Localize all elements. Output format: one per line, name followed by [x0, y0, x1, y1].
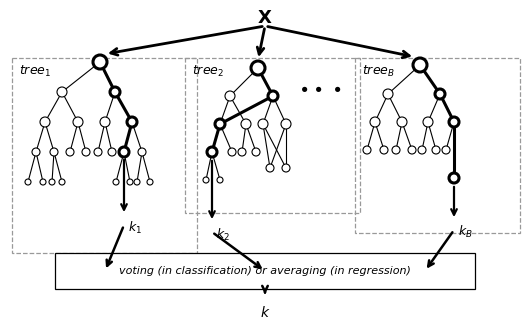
- Text: $tree_B$: $tree_B$: [362, 64, 395, 79]
- Circle shape: [119, 147, 129, 157]
- Text: $tree_2$: $tree_2$: [192, 64, 224, 79]
- Circle shape: [215, 119, 225, 129]
- Text: $k_2$: $k_2$: [216, 227, 230, 243]
- Circle shape: [241, 119, 251, 129]
- Circle shape: [252, 148, 260, 156]
- Bar: [355, 58, 520, 233]
- Circle shape: [203, 177, 209, 183]
- Circle shape: [449, 117, 459, 127]
- Circle shape: [432, 146, 440, 154]
- Circle shape: [207, 147, 217, 157]
- Circle shape: [266, 164, 274, 172]
- Text: $k_B$: $k_B$: [458, 224, 473, 240]
- Circle shape: [418, 146, 426, 154]
- Text: $\mathbf{X}$: $\mathbf{X}$: [257, 9, 273, 27]
- Circle shape: [59, 179, 65, 185]
- Circle shape: [110, 87, 120, 97]
- Bar: [185, 58, 360, 213]
- Circle shape: [113, 179, 119, 185]
- Circle shape: [40, 179, 46, 185]
- Circle shape: [251, 61, 265, 75]
- Circle shape: [134, 179, 140, 185]
- Text: $\bullet\bullet\bullet$: $\bullet\bullet\bullet$: [298, 79, 341, 97]
- Text: $tree_1$: $tree_1$: [19, 64, 51, 79]
- Text: $k$: $k$: [260, 305, 270, 320]
- Circle shape: [127, 117, 137, 127]
- Circle shape: [258, 119, 268, 129]
- Circle shape: [127, 179, 133, 185]
- Circle shape: [217, 177, 223, 183]
- Bar: [55, 253, 475, 289]
- Circle shape: [282, 164, 290, 172]
- Circle shape: [49, 179, 55, 185]
- Circle shape: [363, 146, 371, 154]
- Circle shape: [442, 146, 450, 154]
- Circle shape: [66, 148, 74, 156]
- Circle shape: [40, 117, 50, 127]
- Circle shape: [138, 148, 146, 156]
- Circle shape: [108, 148, 116, 156]
- Circle shape: [435, 89, 445, 99]
- Circle shape: [82, 148, 90, 156]
- Circle shape: [25, 179, 31, 185]
- Circle shape: [392, 146, 400, 154]
- Circle shape: [32, 148, 40, 156]
- Text: voting (in classification) or averaging (in regression): voting (in classification) or averaging …: [119, 266, 411, 276]
- Text: $k_1$: $k_1$: [128, 220, 142, 236]
- Circle shape: [100, 117, 110, 127]
- Circle shape: [397, 117, 407, 127]
- Circle shape: [147, 179, 153, 185]
- Circle shape: [281, 119, 291, 129]
- Bar: [12, 58, 197, 253]
- Circle shape: [94, 148, 102, 156]
- Circle shape: [380, 146, 388, 154]
- Circle shape: [408, 146, 416, 154]
- Circle shape: [413, 58, 427, 72]
- Circle shape: [268, 91, 278, 101]
- Circle shape: [423, 117, 433, 127]
- Circle shape: [449, 173, 459, 183]
- Circle shape: [238, 148, 246, 156]
- Circle shape: [383, 89, 393, 99]
- Circle shape: [50, 148, 58, 156]
- Circle shape: [73, 117, 83, 127]
- Circle shape: [57, 87, 67, 97]
- Circle shape: [93, 55, 107, 69]
- Circle shape: [370, 117, 380, 127]
- Circle shape: [225, 91, 235, 101]
- Circle shape: [228, 148, 236, 156]
